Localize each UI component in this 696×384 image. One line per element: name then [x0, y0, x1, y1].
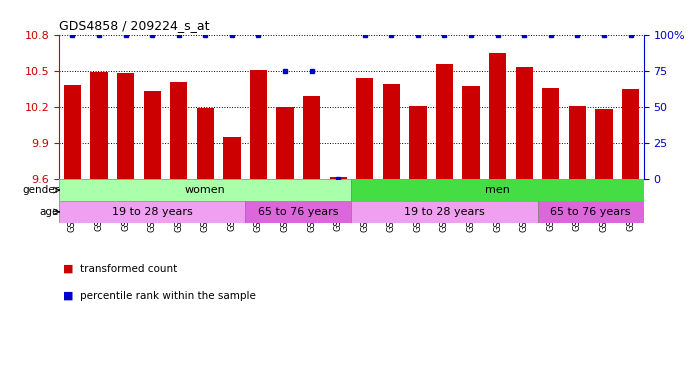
Bar — [542, 88, 560, 179]
Bar — [569, 106, 586, 179]
Text: percentile rank within the sample: percentile rank within the sample — [80, 291, 256, 301]
Bar — [64, 85, 81, 179]
Bar — [351, 179, 644, 201]
Bar — [409, 106, 427, 179]
Text: 19 to 28 years: 19 to 28 years — [404, 207, 485, 217]
Bar — [303, 96, 320, 179]
Bar — [516, 67, 533, 179]
Bar — [537, 201, 644, 223]
Bar — [356, 78, 374, 179]
Bar — [250, 70, 267, 179]
Text: ■: ■ — [63, 264, 73, 274]
Bar — [223, 137, 241, 179]
Bar — [59, 179, 351, 201]
Text: age: age — [40, 207, 59, 217]
Text: gender: gender — [22, 185, 59, 195]
Bar — [245, 201, 351, 223]
Text: transformed count: transformed count — [80, 264, 177, 274]
Bar — [59, 201, 245, 223]
Text: men: men — [485, 185, 510, 195]
Bar — [595, 109, 612, 179]
Bar — [170, 82, 187, 179]
Text: 65 to 76 years: 65 to 76 years — [258, 207, 338, 217]
Text: women: women — [185, 185, 226, 195]
Text: ■: ■ — [63, 291, 73, 301]
Bar — [143, 91, 161, 179]
Bar — [622, 89, 639, 179]
Bar — [436, 63, 453, 179]
Text: 19 to 28 years: 19 to 28 years — [112, 207, 193, 217]
Bar — [462, 86, 480, 179]
Bar — [276, 107, 294, 179]
Bar — [351, 201, 537, 223]
Bar — [197, 108, 214, 179]
Bar — [117, 73, 134, 179]
Bar — [383, 84, 400, 179]
Text: GDS4858 / 209224_s_at: GDS4858 / 209224_s_at — [59, 19, 209, 32]
Text: 65 to 76 years: 65 to 76 years — [551, 207, 631, 217]
Bar — [330, 177, 347, 179]
Bar — [90, 72, 108, 179]
Bar — [489, 53, 506, 179]
